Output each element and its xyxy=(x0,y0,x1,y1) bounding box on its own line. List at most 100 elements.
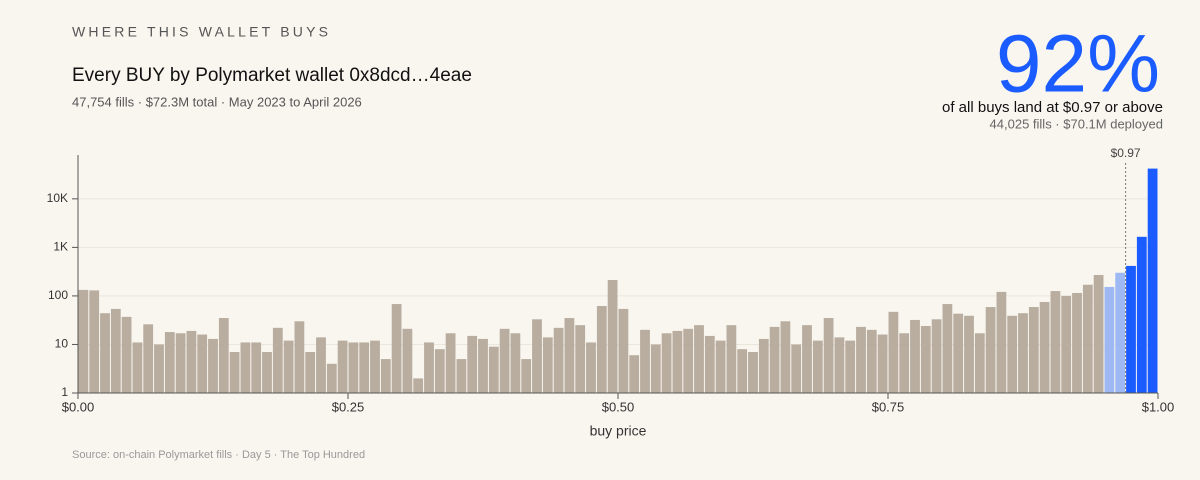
bar xyxy=(110,308,121,393)
bar xyxy=(132,342,143,393)
bar xyxy=(1136,236,1147,393)
bar xyxy=(596,305,607,393)
threshold-label: $0.97 xyxy=(1111,146,1141,160)
bar xyxy=(1028,307,1039,393)
x-tick-label: $0.50 xyxy=(602,399,635,414)
y-tick-label: 10K xyxy=(47,191,68,205)
bar xyxy=(748,351,758,393)
bar xyxy=(510,333,521,393)
bar xyxy=(856,326,866,393)
bar xyxy=(834,337,845,393)
bar xyxy=(326,363,337,393)
x-tick-label: $0.00 xyxy=(62,399,95,414)
bar xyxy=(942,304,953,393)
bar xyxy=(456,359,467,393)
bar xyxy=(985,307,996,393)
bar xyxy=(262,351,272,393)
bar xyxy=(402,328,413,393)
chart-title: Every BUY by Polymarket wallet 0x8dcd…4e… xyxy=(72,65,472,86)
bar xyxy=(650,344,661,393)
bar xyxy=(121,316,132,393)
bar xyxy=(391,304,402,393)
bar xyxy=(769,326,780,393)
subtitle: 47,754 fills · $72.3M total · May 2023 t… xyxy=(72,94,362,109)
bar xyxy=(1126,265,1136,393)
bar xyxy=(186,330,197,393)
bar xyxy=(434,349,445,393)
bar xyxy=(672,330,683,393)
bar xyxy=(758,338,769,393)
bar xyxy=(575,325,586,393)
bar xyxy=(413,378,424,393)
y-tick-label: 1 xyxy=(61,385,68,399)
bar xyxy=(348,342,359,393)
bar xyxy=(726,325,737,393)
bar xyxy=(316,337,326,393)
bar xyxy=(1072,292,1082,393)
bar xyxy=(802,325,812,393)
bar xyxy=(305,351,316,393)
source: Source: on-chain Polymarket fills · Day … xyxy=(72,449,365,461)
bar xyxy=(715,340,726,393)
bar xyxy=(640,329,650,393)
bar xyxy=(1050,291,1061,393)
bar xyxy=(1039,301,1050,393)
bar xyxy=(964,315,974,393)
bar xyxy=(661,333,672,393)
callout-text: of all buys land at $0.97 or above xyxy=(942,99,1163,116)
bar xyxy=(229,351,240,393)
bar xyxy=(791,344,802,393)
bar xyxy=(380,359,391,393)
y-tick-label: 100 xyxy=(48,288,68,302)
bar xyxy=(1147,168,1158,393)
bar xyxy=(424,342,434,393)
bar xyxy=(1104,286,1115,393)
bar xyxy=(618,308,629,393)
bar xyxy=(521,359,532,393)
bar xyxy=(1115,272,1126,393)
bar xyxy=(704,335,715,393)
bar xyxy=(251,342,262,393)
bar xyxy=(1093,274,1104,393)
bar xyxy=(478,338,488,393)
bar xyxy=(996,291,1007,393)
eyebrow: WHERE THIS WALLET BUYS xyxy=(72,24,331,40)
bar xyxy=(240,342,251,393)
bar xyxy=(197,334,208,393)
x-axis-label: buy price xyxy=(590,423,647,439)
bar xyxy=(272,327,283,393)
bar xyxy=(100,313,110,393)
bar xyxy=(812,340,823,393)
bar xyxy=(553,327,564,393)
bar xyxy=(175,333,186,393)
bar xyxy=(845,340,856,393)
bar xyxy=(370,340,380,393)
bar xyxy=(1061,295,1072,393)
y-tick-label: 10 xyxy=(55,337,69,351)
bar xyxy=(823,318,834,393)
bar xyxy=(920,326,931,393)
bar xyxy=(586,342,596,393)
bar xyxy=(337,340,348,393)
bar xyxy=(467,335,478,393)
bar xyxy=(1007,315,1018,393)
x-tick-label: $1.00 xyxy=(1142,399,1175,414)
bar xyxy=(931,319,942,393)
bar xyxy=(877,334,888,393)
bar xyxy=(629,355,640,393)
bar xyxy=(283,340,294,393)
bar xyxy=(910,319,920,393)
x-tick-label: $0.25 xyxy=(332,399,365,414)
bar xyxy=(532,319,542,393)
bar xyxy=(974,333,985,393)
bar xyxy=(218,318,229,393)
bar xyxy=(499,328,510,393)
bar xyxy=(1018,313,1028,393)
bar xyxy=(488,346,499,393)
callout-detail: 44,025 fills · $70.1M deployed xyxy=(990,116,1163,131)
bar xyxy=(866,329,877,393)
bar xyxy=(294,321,305,393)
bar xyxy=(694,325,704,393)
x-tick-label: $0.75 xyxy=(872,399,905,414)
